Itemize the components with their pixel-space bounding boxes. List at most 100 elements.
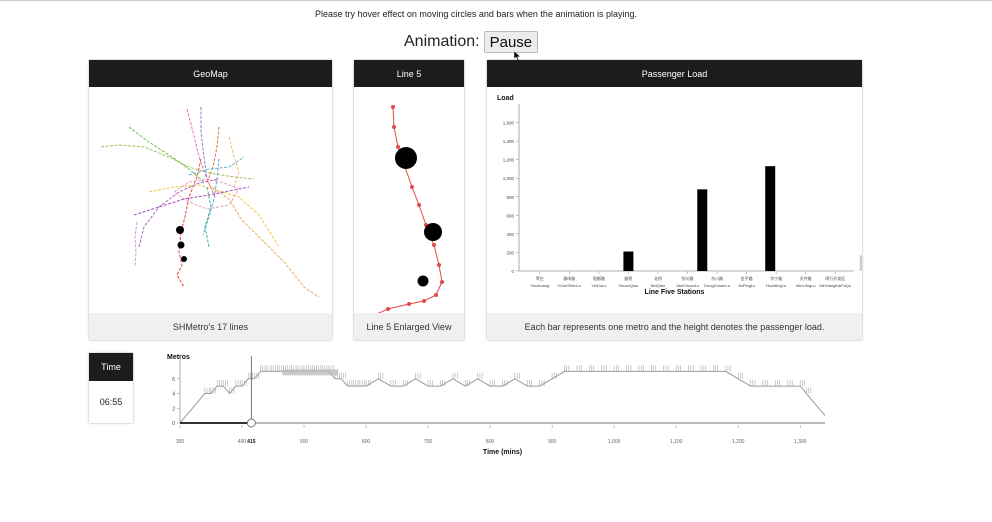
bar-y-tick-label: 1,400 [503, 139, 515, 144]
passenger-bar[interactable] [623, 251, 634, 271]
bar-x-tick-label-cn: 银都路 [593, 275, 605, 281]
timeline-y-tick-label: 0 [172, 421, 175, 427]
line5-metro-circle[interactable] [417, 275, 429, 287]
bar-x-tick-label-en: MinHangKaiFaQu [819, 283, 851, 288]
passenger-load-title: Passenger Load [487, 60, 862, 87]
line5-footer: Line 5 Enlarged View [354, 313, 464, 340]
metro-line-14 [228, 136, 240, 188]
line5-metro-circle[interactable] [395, 147, 417, 169]
line5-station [391, 105, 395, 109]
timeline-x-tick-label: 800 [486, 439, 495, 445]
metros-timeline-chart[interactable]: Metros 0 2 4 6 300 400 500 600 700 800 900 1,000 1,10… [165, 350, 845, 462]
geomap-title: GeoMap [89, 60, 332, 87]
timeline-x-tick-label: 300 [176, 439, 185, 445]
bar-y-tick-label: 1,000 [503, 176, 515, 181]
metro-line-5 [208, 184, 320, 298]
geomap-metro-dot[interactable] [181, 256, 187, 262]
timeline-y-tick-label: 4 [172, 392, 175, 398]
passenger-load-footer: Each bar represents one metro and the he… [487, 313, 862, 340]
bar-x-tick-label-en: ZhuanQiao [619, 283, 640, 288]
line5-canvas[interactable] [354, 87, 464, 313]
metro-line-9 [200, 107, 208, 180]
geomap-metro-dot[interactable] [177, 241, 185, 249]
line5-station [440, 280, 444, 284]
metro-line-2 [100, 144, 255, 180]
animation-control: Animation: Pause [404, 31, 539, 53]
passenger-bar[interactable] [765, 166, 776, 271]
time-title: Time [89, 353, 133, 381]
line5-station [422, 299, 426, 303]
line5-station [410, 185, 414, 189]
geomap-canvas[interactable] [89, 87, 332, 313]
bar-x-tick-label-en: BeiQiao [651, 283, 666, 288]
metro-line-3 [148, 184, 280, 248]
bar-x-tick-label-cn: 华宁路 [770, 275, 782, 281]
line5-station [392, 125, 396, 129]
bar-y-label: Load [497, 95, 514, 102]
metro-line-16 [173, 178, 240, 210]
bar-y-tick-label: 200 [506, 250, 514, 255]
line5-panel: Line 5 Line 5 Enlarged View [354, 60, 464, 340]
bar-x-tick-label-cn: 北桥 [654, 275, 662, 281]
timeline-y-label: Metros [167, 354, 190, 361]
animation-label: Animation: [404, 33, 480, 50]
timeline-x-tick-label: 600 [362, 439, 371, 445]
bar-x-tick-label-cn: 文井路 [800, 275, 812, 281]
bar-x-tick-label-en: JianChuanLu [676, 283, 700, 288]
bar-x-tick-label-cn: 颛桥 [624, 275, 632, 281]
bar-y-tick-label: 800 [506, 195, 514, 200]
line5-station [432, 243, 436, 247]
metro-line-12 [138, 178, 220, 248]
geomap-panel: GeoMap SHMetro's 17 lines [89, 60, 332, 340]
timeline-x-tick-label: 500 [300, 439, 309, 445]
timeline-current-time-label: 415 [247, 439, 256, 445]
line5-station [407, 302, 411, 306]
line5-station [386, 307, 390, 311]
metro-line-4 [133, 186, 250, 216]
line5-track [377, 106, 443, 313]
bar-x-tick-label-en: YinDuLu [591, 283, 606, 288]
passenger-bar[interactable] [697, 189, 708, 271]
metro-line-7 [186, 108, 216, 198]
timeline-x-tick-label: 1,300 [794, 439, 807, 445]
metro-line-10 [206, 126, 220, 184]
bar-y-tick-label: 400 [506, 232, 514, 237]
bar-x-tick-label-en: DongChuanLu [704, 283, 730, 288]
timeline-x-tick-label: 900 [548, 439, 557, 445]
metro-line-13 [134, 221, 138, 268]
bar-x-tick-label-cn: 东川路 [711, 275, 723, 281]
metro-line-11 [128, 126, 205, 183]
timeline-slider-handle[interactable] [246, 418, 256, 428]
metro-line-15 [188, 156, 245, 176]
metro-line-1 [176, 158, 202, 288]
bar-y-tick-label: 0 [511, 269, 514, 274]
passenger-load-chart: Load 0 200 400 600 800 1,000 1,200 1,400 1,600 莘庄 X… [497, 95, 862, 296]
passenger-load-panel: Passenger Load Load 0 200 400 600 800 1,000 1,2… [487, 60, 862, 340]
pause-button[interactable]: Pause [483, 31, 539, 53]
bar-x-tick-label-en: ChunShenLu [558, 283, 581, 288]
timeline-series-line [179, 370, 826, 424]
timeline-y-tick-label: 2 [172, 406, 175, 412]
geomap-footer: SHMetro's 17 lines [89, 313, 332, 340]
line5-metro-circle[interactable] [424, 223, 442, 241]
bar-y-tick-label: 1,200 [503, 158, 515, 163]
time-value: 06:55 [99, 397, 123, 407]
bar-x-tick-label-cn: 莘庄 [536, 275, 544, 281]
line5-station [437, 263, 441, 267]
timeline-y-tick-label: 6 [172, 377, 175, 383]
time-panel: Time 06:55 [89, 353, 133, 423]
line5-station [396, 145, 400, 149]
passenger-bar[interactable] [859, 255, 862, 271]
bar-y-tick-label: 600 [506, 213, 514, 218]
timeline-x-tick-label: 1,100 [670, 439, 683, 445]
bar-x-tick-label-cn: 金平路 [741, 275, 753, 281]
metro-line-8 [204, 186, 212, 248]
bar-y-tick-label: 1,600 [503, 121, 515, 126]
bar-x-tick-label-cn: 剑川路 [682, 275, 694, 281]
timeline-x-tick-label: 1,200 [732, 439, 745, 445]
geomap-metro-dot[interactable] [176, 226, 184, 234]
metro-line-6 [202, 158, 220, 236]
bar-x-tick-label-en: Xinzhuang [530, 283, 549, 288]
bar-x-tick-label-en: JinPingLu [738, 283, 756, 288]
bar-x-tick-label-en: HuaNingLu [766, 283, 786, 288]
